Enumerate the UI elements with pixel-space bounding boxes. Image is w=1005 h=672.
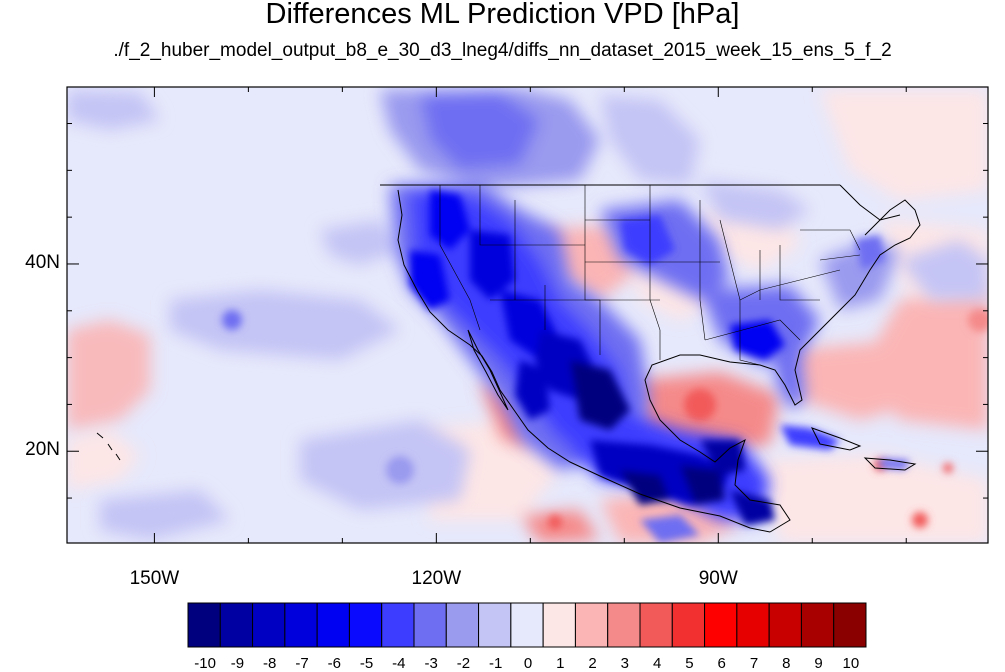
axis-ticks <box>67 87 988 543</box>
colorbar-box <box>800 602 835 648</box>
map-subtitle: ./f_2_huber_model_output_b8_e_30_d3_lneg… <box>113 40 892 61</box>
lat-tick-label: 20N <box>25 439 60 461</box>
colorbar-label: -1 <box>489 655 503 672</box>
colorbar-box <box>219 602 254 648</box>
colorbar-label: 6 <box>717 655 726 672</box>
colorbar-label: 0 <box>523 655 533 672</box>
lat-tick-label: 40N <box>25 251 60 273</box>
lon-tick-label: 90W <box>698 568 738 589</box>
colorbar-box <box>607 602 641 648</box>
colorbar-box <box>445 602 480 648</box>
colorbar-box <box>639 602 673 648</box>
colorbar-box <box>704 602 738 648</box>
colorbar-box <box>671 602 706 648</box>
colorbar-box <box>348 602 383 648</box>
colorbar-label: -6 <box>327 655 341 672</box>
colorbar-label: -9 <box>230 655 245 672</box>
lon-tick-label: 120W <box>411 568 462 589</box>
colorbar-box <box>833 602 867 648</box>
colorbar-box <box>574 602 609 648</box>
colorbar-label: 4 <box>652 655 662 672</box>
colorbar-label: 5 <box>685 655 694 672</box>
lon-tick-label: 150W <box>129 568 180 589</box>
colorbar-boxes <box>187 602 867 648</box>
colorbar-box <box>478 602 512 648</box>
colorbar-label: 3 <box>620 655 630 672</box>
colorbar-box <box>284 602 318 648</box>
colorbar-label: -3 <box>424 655 438 672</box>
colorbar-label: -2 <box>456 655 471 672</box>
colorbar-box <box>736 602 770 648</box>
colorbar-label: -10 <box>194 655 216 672</box>
colorbar-label: -5 <box>359 655 374 672</box>
coastline-layer <box>96 184 921 533</box>
colorbar-label: 7 <box>749 655 759 672</box>
state-borders <box>439 185 861 366</box>
colorbar-label: 1 <box>556 655 565 672</box>
colorbar-label: -4 <box>392 655 406 672</box>
colorbar-box <box>768 602 802 648</box>
contour-fill-layer <box>67 87 988 543</box>
colorbar-box <box>542 602 576 648</box>
colorbar-box <box>510 602 544 648</box>
colorbar-box <box>187 602 221 648</box>
colorbar-label: 8 <box>782 655 791 672</box>
colorbar-box <box>316 602 350 648</box>
colorbar-box <box>252 602 286 648</box>
colorbar-box <box>381 602 415 648</box>
colorbar-label: -8 <box>263 655 277 672</box>
colorbar-label: 10 <box>842 655 860 672</box>
plot-frame <box>66 86 989 544</box>
colorbar-label: 9 <box>814 655 823 672</box>
colorbar-label: 2 <box>588 655 597 672</box>
colorbar-box <box>413 602 447 648</box>
colorbar-label: -7 <box>295 655 309 672</box>
map-title: Differences ML Prediction VPD [hPa] <box>265 0 740 30</box>
